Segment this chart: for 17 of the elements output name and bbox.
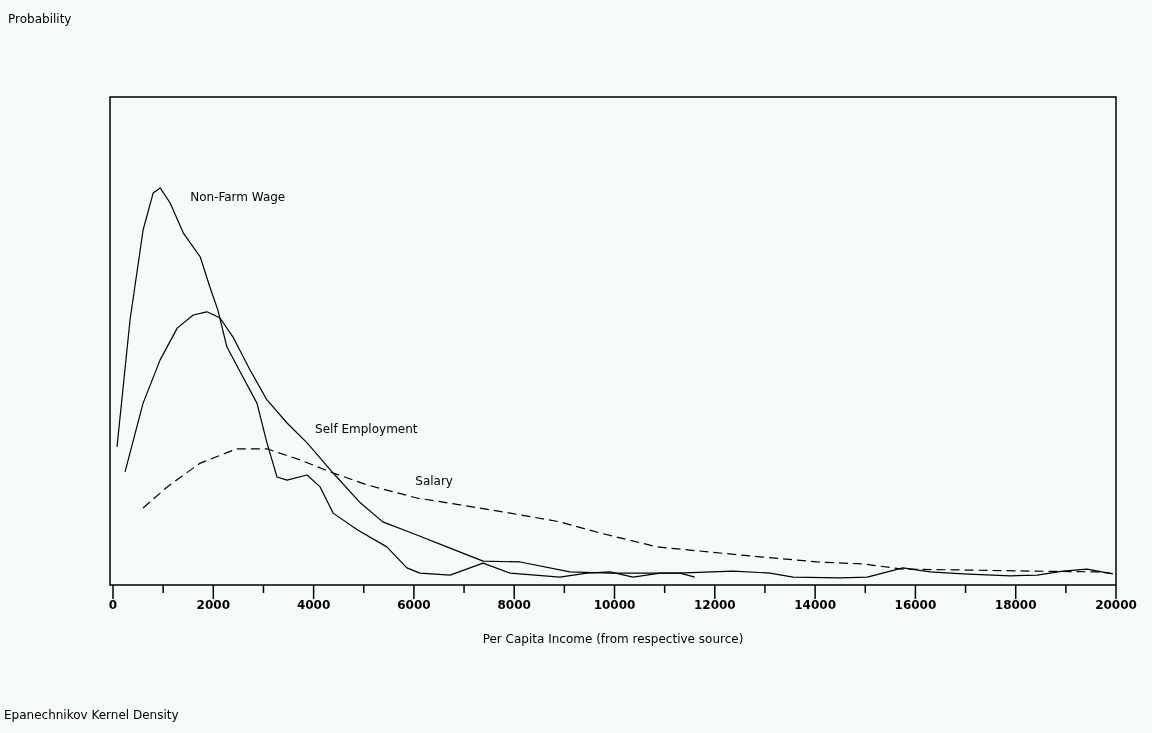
x-tick-label: 12000 [693,598,736,613]
x-tick-label: 16000 [894,598,937,613]
text: Epanechnikov Kernel Density [4,708,179,723]
x-tick-label: 8000 [497,598,531,613]
x-tick-label: 10000 [593,598,636,613]
x-tick-label: 18000 [994,598,1037,613]
x-tick-label: 14000 [794,598,836,613]
x-tick-label: 2000 [196,598,231,613]
x-tick-label: 20000 [1095,598,1137,613]
series-label: Salary [415,474,453,489]
x-axis-title: Per Capita Income (from respective source) [482,632,744,647]
x-tick-label: 0 [108,598,118,613]
series-label: Self Employment [315,421,418,436]
text: Probability [8,12,72,27]
x-tick-label: 4000 [296,598,331,613]
series-label: Non-Farm Wage [190,190,286,205]
x-tick-label: 6000 [397,598,431,613]
